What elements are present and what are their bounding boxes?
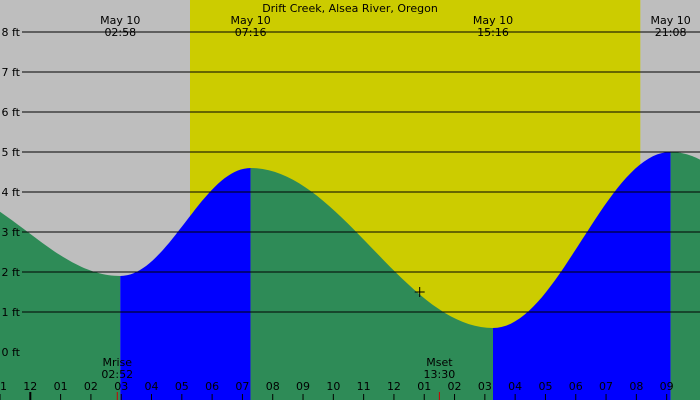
extreme-time-2: 15:16 xyxy=(477,26,509,39)
hour-tick-label: 09 xyxy=(660,380,674,393)
hour-tick-label: 07 xyxy=(235,380,249,393)
y-tick-label: 7 ft xyxy=(2,66,21,79)
hour-tick-label: 05 xyxy=(538,380,552,393)
height-gridlines xyxy=(22,31,700,313)
hour-tick-label: 03 xyxy=(478,380,492,393)
y-tick-label: 4 ft xyxy=(2,186,21,199)
extreme-date-1: May 10 xyxy=(230,14,270,27)
y-tick-label: 3 ft xyxy=(2,226,21,239)
hour-tick-label: 04 xyxy=(145,380,159,393)
hour-tick-label: 10 xyxy=(326,380,340,393)
falling-tide-segment-0 xyxy=(0,211,121,400)
moon-event-time-0: 02:52 xyxy=(101,368,133,381)
extreme-time-1: 07:16 xyxy=(235,26,267,39)
extreme-time-0: 02:58 xyxy=(104,26,136,39)
hour-tick-label: 11 xyxy=(0,380,7,393)
hour-tick-label: 01 xyxy=(417,380,431,393)
hour-tick-label: 12 xyxy=(387,380,401,393)
hour-tick-label: 11 xyxy=(357,380,371,393)
y-tick-label: 6 ft xyxy=(2,106,21,119)
falling-tide-segment-4 xyxy=(670,152,700,400)
moon-event-label-1: Mset xyxy=(426,356,453,369)
hour-tick-label: 01 xyxy=(54,380,68,393)
y-tick-label: 0 ft xyxy=(2,346,21,359)
rising-tide-segment-1 xyxy=(120,168,251,400)
hour-tick-label: 06 xyxy=(569,380,583,393)
extreme-date-3: May 10 xyxy=(650,14,690,27)
hour-tick-label: 02 xyxy=(84,380,98,393)
falling-tide-segment-2 xyxy=(250,168,493,400)
y-tick-label: 2 ft xyxy=(2,266,21,279)
extreme-time-3: 21:08 xyxy=(655,26,687,39)
extreme-date-2: May 10 xyxy=(473,14,513,27)
y-tick-label: 5 ft xyxy=(2,146,21,159)
hour-tick-label: 08 xyxy=(629,380,643,393)
moon-event-label-0: Mrise xyxy=(102,356,132,369)
hour-tick-label: 12 xyxy=(23,380,37,393)
hour-tick-label: 02 xyxy=(448,380,462,393)
rising-tide-segment-3 xyxy=(493,152,671,400)
moon-event-time-1: 13:30 xyxy=(424,368,456,381)
extreme-date-0: May 10 xyxy=(100,14,140,27)
hour-tick-label: 07 xyxy=(599,380,613,393)
tide-curve xyxy=(0,152,700,400)
hour-tick-labels: 11 12 01 02 03 04 05 06 07 08 09 10 11 12 01 02 03 04 05 06… xyxy=(0,380,674,400)
y-tick-label: 8 ft xyxy=(2,26,21,39)
hour-tick-label: 06 xyxy=(205,380,219,393)
hour-tick-label: 09 xyxy=(296,380,310,393)
chart-title: Drift Creek, Alsea River, Oregon xyxy=(262,2,438,15)
height-tick-labels: 0 ft 1 ft 2 ft 3 ft 4 ft 5 ft 6 ft 7 ft 8 ft xyxy=(2,26,21,359)
current-marker xyxy=(414,287,425,297)
hour-tick-label: 05 xyxy=(175,380,189,393)
hour-tick-label: 04 xyxy=(508,380,522,393)
hour-tick-label: 08 xyxy=(266,380,280,393)
y-tick-label: 1 ft xyxy=(2,306,21,319)
hour-tick-label: 03 xyxy=(114,380,128,393)
